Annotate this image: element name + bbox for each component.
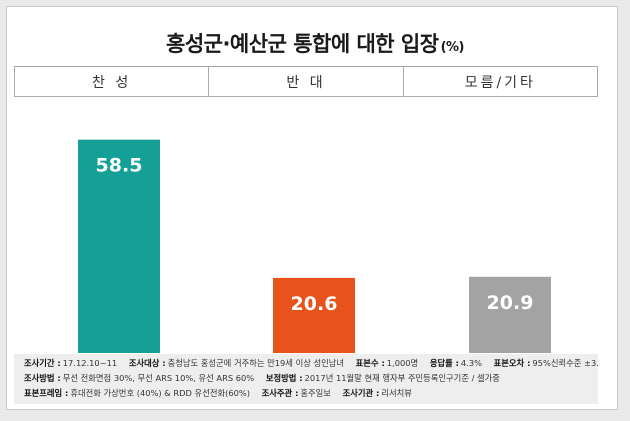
footer-label: 보정방법 :	[265, 373, 303, 383]
category-label-support: 찬 성	[92, 74, 132, 91]
footer-label: 표본오차 :	[493, 358, 531, 368]
footer-label: 조사기간 :	[24, 358, 61, 368]
footer-label: 표본프레임 :	[24, 388, 69, 398]
chart-unit: (%)	[440, 40, 465, 55]
category-label-oppose: 반 대	[208, 67, 402, 96]
footer-value: 1,000명	[386, 358, 419, 368]
footer-value: 리서치뷰	[381, 388, 412, 398]
category-label-unknown: 모름/기타	[402, 67, 597, 96]
chart-title: 홍성군·예산군 통합에 대한 입장	[166, 32, 439, 56]
footer-value: 무선 전화면접 30%, 무선 ARS 10%, 유선 ARS 60%	[62, 373, 255, 383]
footer-value: 4.3%	[460, 358, 483, 368]
footer-value: 홍주일보	[300, 388, 331, 398]
footer-value: 충청남도 홍성군에 거주하는 만19세 이상 성인남녀	[167, 358, 345, 368]
survey-footer: 조사기간 :17.12.10~11 조사대상 : 충청남도 홍성군에 거주하는 만…	[14, 354, 598, 404]
footer-line-1: 조사기간 :17.12.10~11 조사대상 : 충청남도 홍성군에 거주하는 만…	[24, 356, 598, 371]
bar-value-label-1: 20.6	[291, 293, 338, 315]
footer-label: 조사주관 :	[261, 388, 299, 398]
footer-label: 표본수 :	[355, 358, 385, 368]
bar-value-label-2: 20.9	[487, 292, 534, 314]
category-header-row: 찬 성 반 대 모름/기타	[14, 66, 598, 97]
bar-value-label-0: 58.5	[96, 155, 143, 177]
footer-line-3: 표본프레임 : 휴대전화 가상번호 (40%) & RDD 유선전화(60%) 조…	[24, 386, 588, 401]
footer-label: 조사방법 :	[24, 373, 61, 383]
footer-value: 95%신뢰수준 ±3.1%p	[532, 358, 598, 368]
footer-label: 조사대상 :	[128, 358, 166, 368]
footer-label: 조사기관 :	[342, 388, 380, 398]
bar-0	[78, 139, 160, 353]
footer-label: 응답률 :	[429, 358, 459, 368]
chart-title-wrap: 홍성군·예산군 통합에 대한 입장 (%)	[0, 28, 630, 58]
footer-line-2: 조사방법 : 무선 전화면접 30%, 무선 ARS 10%, 유선 ARS 60…	[24, 371, 588, 386]
footer-value: 2017년 11월말 현재 행자부 주민등록인구기준 / 셀가중	[304, 373, 500, 383]
bar-2	[469, 276, 551, 353]
bar-1	[273, 277, 355, 353]
footer-value: 17.12.10~11	[62, 358, 118, 368]
footer-value: 휴대전화 가상번호 (40%) & RDD 유선전화(60%)	[70, 388, 251, 398]
